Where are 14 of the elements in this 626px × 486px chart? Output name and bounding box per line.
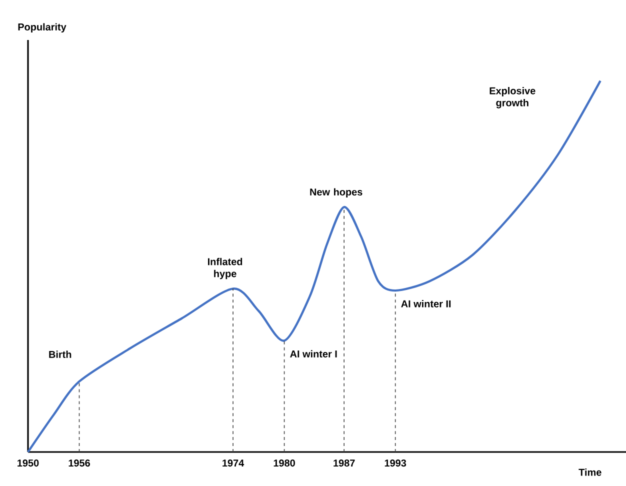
annotation: Explosive growth	[490, 87, 536, 108]
x-tick-label: 1993	[384, 460, 406, 467]
x-tick-label: 1956	[68, 460, 90, 467]
annotation: Birth	[49, 350, 72, 358]
annotation: Inflated hype	[208, 258, 242, 280]
x-tick-label: 1950	[18, 460, 39, 467]
annotation: AI winter I	[290, 350, 337, 358]
y-axis-title: Popularity	[18, 23, 66, 32]
annotation: New hopes	[310, 188, 362, 198]
x-axis-title: Time	[578, 468, 602, 476]
x-tick-label: 1987	[334, 460, 355, 467]
annotation: AI winter II	[401, 300, 451, 308]
x-tick-label: 1974	[222, 460, 244, 467]
x-tick-label: 1980	[274, 460, 295, 467]
